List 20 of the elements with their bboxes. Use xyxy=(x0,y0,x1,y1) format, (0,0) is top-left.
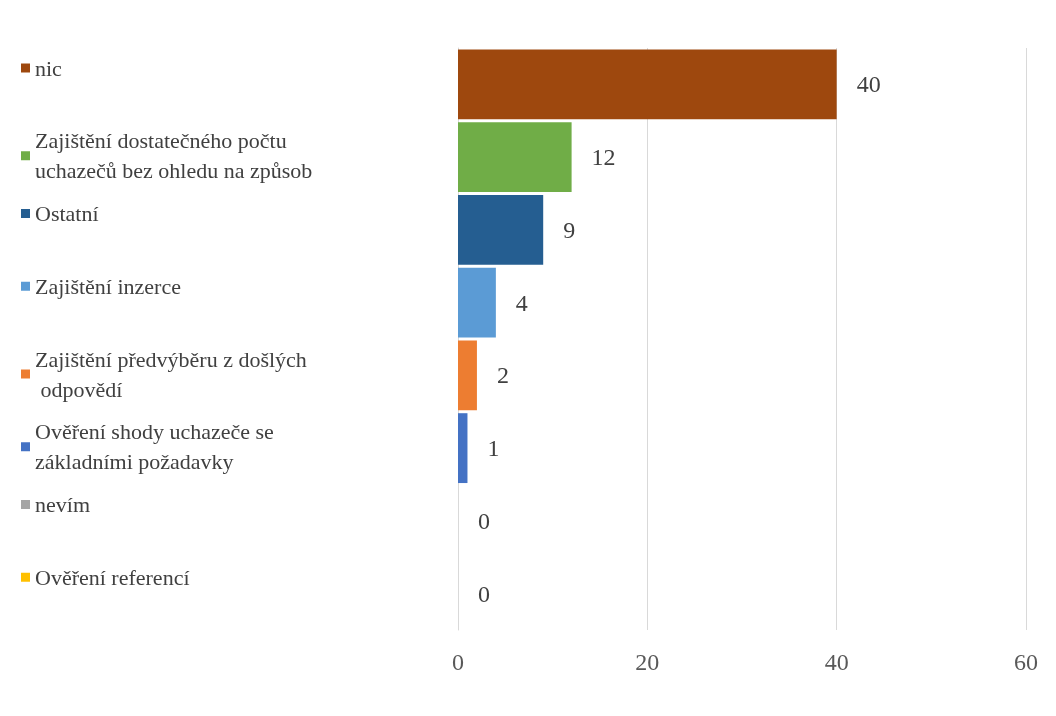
legend-label: Ostatní xyxy=(35,201,99,226)
legend-label: nic xyxy=(35,55,63,81)
x-tick-label: 40 xyxy=(824,649,849,675)
data-label: 9 xyxy=(563,216,576,243)
data-label: 12 xyxy=(591,144,616,171)
legend-label: Zajištění předvýběru z došlých odpovědí xyxy=(35,346,307,402)
legend-label: Zajištění dostatečného počtu uchazečů bez ohledu na způsob xyxy=(35,128,313,184)
legend-label: nevím xyxy=(35,492,90,517)
data-label: 0 xyxy=(478,580,490,607)
data-label: 4 xyxy=(515,289,528,316)
x-tick-label: 0 xyxy=(452,649,464,675)
x-tick-label: 20 xyxy=(635,649,660,675)
legend-label: Zajištění inzerce xyxy=(35,273,181,299)
legend-label: Ověření shody uchazeče se základními požadavky xyxy=(35,419,280,475)
data-label: 40 xyxy=(856,71,881,98)
data-label: 2 xyxy=(496,362,509,389)
legend-label: Ověření referencí xyxy=(35,564,190,590)
data-label: 1 xyxy=(487,435,500,462)
data-label: 0 xyxy=(478,507,490,534)
x-tick-label: 60 xyxy=(1014,649,1038,675)
